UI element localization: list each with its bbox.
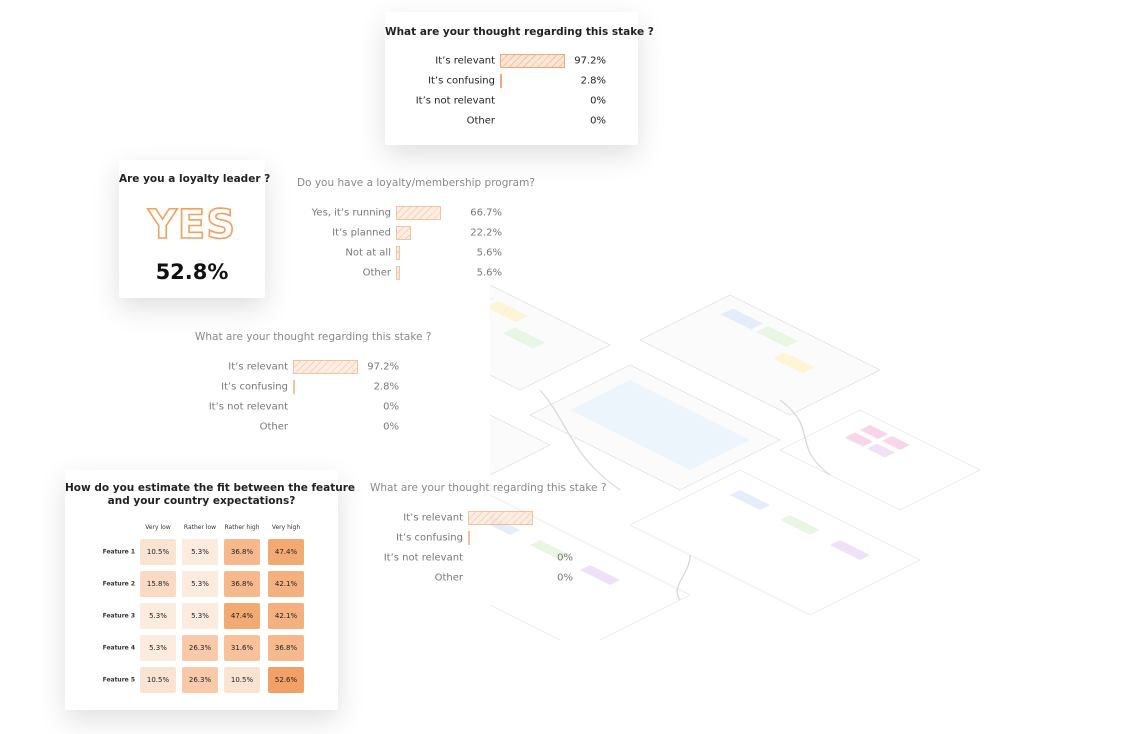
row-label: Feature 2	[102, 580, 135, 588]
row-label: Other	[362, 267, 391, 279]
stake-panel: What are your thought regarding this sta…	[180, 325, 480, 445]
heat-cell: 10.5%	[224, 667, 260, 693]
row-label: Feature 1	[102, 548, 135, 556]
bar	[500, 54, 566, 68]
value-label: 2.8%	[373, 381, 399, 393]
value-label: 66.7%	[470, 207, 502, 219]
row-label: Feature 5	[102, 676, 135, 684]
row-label: It’s not relevant	[383, 552, 463, 564]
row-label: Not at all	[345, 247, 391, 259]
heat-cell: 31.6%	[224, 635, 260, 661]
bar	[396, 266, 400, 280]
value-label: 0%	[590, 115, 606, 127]
row-label: Other	[466, 115, 495, 127]
heat-cell: 36.8%	[224, 539, 260, 565]
heat-cell: 15.8%	[140, 571, 176, 597]
share: 52.8%	[155, 260, 229, 284]
heat-cell: 42.1%	[268, 571, 304, 597]
value-label: 5.6%	[476, 247, 502, 259]
heat-cell: 5.3%	[182, 603, 218, 629]
leader-card: Are you a loyalty leader ? YES 52.8%	[119, 160, 271, 298]
heat-cell: 52.6%	[268, 667, 304, 693]
row-label: It’s not relevant	[208, 401, 288, 413]
stake-card: What are your thought regarding this sta…	[385, 12, 654, 145]
row-label: Feature 4	[102, 644, 135, 652]
bar	[293, 380, 295, 394]
row-label: Other	[259, 421, 288, 433]
row-label: It’s relevant	[435, 55, 495, 67]
row-label: It’s not relevant	[415, 95, 495, 107]
heat-cell: 10.5%	[140, 539, 176, 565]
column-label: Rather high	[224, 524, 260, 531]
heat-cell: 26.3%	[182, 667, 218, 693]
heat-cell: 5.3%	[140, 635, 176, 661]
row-label: It’s planned	[332, 227, 391, 239]
value-label: 97.2%	[574, 55, 606, 67]
card-title: How do you estimate the fit between the …	[65, 482, 356, 494]
row-label: It’s relevant	[228, 361, 288, 373]
panel-title: Do you have a loyalty/membership program…	[297, 177, 535, 189]
row-label: Other	[434, 572, 463, 584]
bar	[468, 531, 470, 545]
isometric-diagram	[490, 269, 981, 640]
bar	[500, 74, 502, 88]
value-label: 2.8%	[580, 75, 606, 87]
value-label: 0%	[383, 401, 399, 413]
row-label: Feature 3	[102, 612, 135, 620]
bar	[396, 226, 411, 240]
heat-cell: 47.4%	[224, 603, 260, 629]
card-title: Are you a loyalty leader ?	[119, 173, 271, 185]
heat-cell: 5.3%	[140, 603, 176, 629]
stake-panel: What are your thought regarding this sta…	[360, 476, 610, 596]
bar	[396, 206, 441, 220]
column-label: Very low	[145, 524, 171, 531]
bar	[468, 511, 534, 525]
value-label: 5.6%	[476, 267, 502, 279]
bar	[293, 360, 359, 374]
program-panel: Do you have a loyalty/membership program…	[190, 170, 540, 290]
value-label: 0%	[557, 572, 573, 584]
bar	[396, 246, 400, 260]
value-label: 97.2%	[367, 361, 399, 373]
heat-cell: 42.1%	[268, 603, 304, 629]
row-label: It’s confusing	[221, 381, 288, 393]
panel-title: What are your thought regarding this sta…	[370, 482, 607, 494]
answer: YES	[147, 201, 237, 249]
panel-title: What are your thought regarding this sta…	[195, 331, 432, 343]
heat-cell: 10.5%	[140, 667, 176, 693]
heat-cell: 47.4%	[268, 539, 304, 565]
heat-cell: 5.3%	[182, 539, 218, 565]
value-label: 22.2%	[470, 227, 502, 239]
row-label: It’s confusing	[428, 75, 495, 87]
card-title: What are your thought regarding this sta…	[385, 26, 654, 38]
row-label: It’s confusing	[396, 532, 463, 544]
column-label: Rather low	[183, 524, 217, 531]
row-label: It’s relevant	[403, 512, 463, 524]
row-label: Yes, it’s running	[311, 207, 391, 219]
heat-cell: 36.8%	[268, 635, 304, 661]
value-label: 0%	[590, 95, 606, 107]
card-title: and your country expectations?	[107, 495, 296, 507]
heatmap-card: How do you estimate the fit between the …	[65, 470, 356, 710]
value-label: 0%	[383, 421, 399, 433]
value-label: 0%	[557, 552, 573, 564]
column-label: Very high	[271, 524, 301, 531]
heat-cell: 36.8%	[224, 571, 260, 597]
heat-cell: 5.3%	[182, 571, 218, 597]
heat-cell: 26.3%	[182, 635, 218, 661]
